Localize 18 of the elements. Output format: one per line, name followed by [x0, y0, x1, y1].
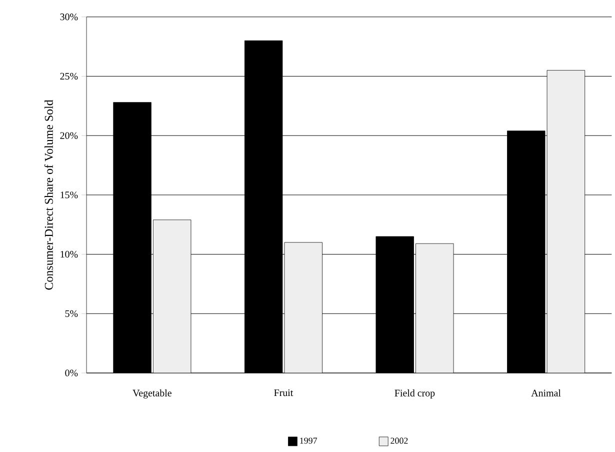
x-tick-label: Vegetable: [132, 390, 172, 399]
bar: [416, 244, 454, 374]
x-tick-label: Fruit: [274, 390, 294, 396]
legend-label: 1997: [300, 438, 318, 444]
y-tick-label: 10%: [60, 251, 78, 258]
legend-label: 2002: [390, 438, 408, 444]
bar: [284, 242, 322, 374]
y-tick-label: 25%: [60, 73, 78, 80]
bar: [152, 220, 192, 374]
bar: [546, 70, 586, 374]
x-tick-label: Animal: [531, 390, 561, 397]
y-tick-label: 15%: [60, 192, 78, 199]
y-tick-label: 20%: [60, 132, 78, 140]
y-tick-label: 5%: [65, 310, 78, 318]
y-axis-title: Consumer-Direct Share of Volume Sold: [44, 100, 53, 290]
y-tick-label: 0%: [65, 370, 78, 377]
x-tick-label: Field crop: [394, 390, 435, 399]
y-tick-label: 30%: [60, 14, 78, 20]
